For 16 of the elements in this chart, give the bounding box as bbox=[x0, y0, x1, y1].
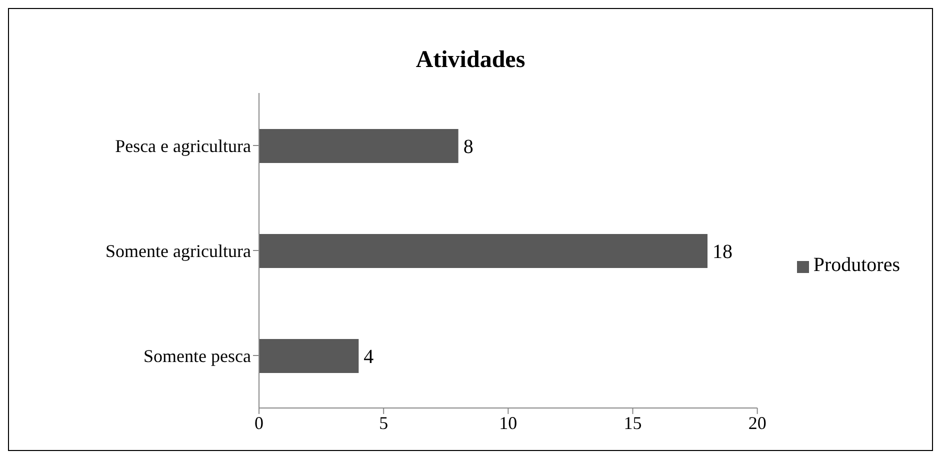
bar bbox=[259, 234, 708, 268]
bar bbox=[259, 339, 359, 373]
x-tick-label: 0 bbox=[254, 412, 264, 433]
data-label: 18 bbox=[712, 241, 732, 264]
x-tick-label: 5 bbox=[379, 412, 388, 433]
legend-label: Produtores bbox=[813, 254, 900, 276]
x-tick-label: 20 bbox=[748, 412, 766, 433]
x-tick-label: 15 bbox=[624, 412, 642, 433]
y-tick-label: Somente pesca bbox=[144, 346, 252, 366]
x-tick-label: 10 bbox=[499, 412, 518, 433]
y-tick-label: Pesca e agricultura bbox=[115, 136, 252, 156]
bar bbox=[259, 129, 458, 163]
chart-title: Atividades bbox=[414, 46, 526, 75]
data-label: 4 bbox=[364, 346, 374, 368]
data-label: 8 bbox=[463, 136, 474, 158]
y-tick-label: Somente agricultura bbox=[106, 240, 252, 261]
